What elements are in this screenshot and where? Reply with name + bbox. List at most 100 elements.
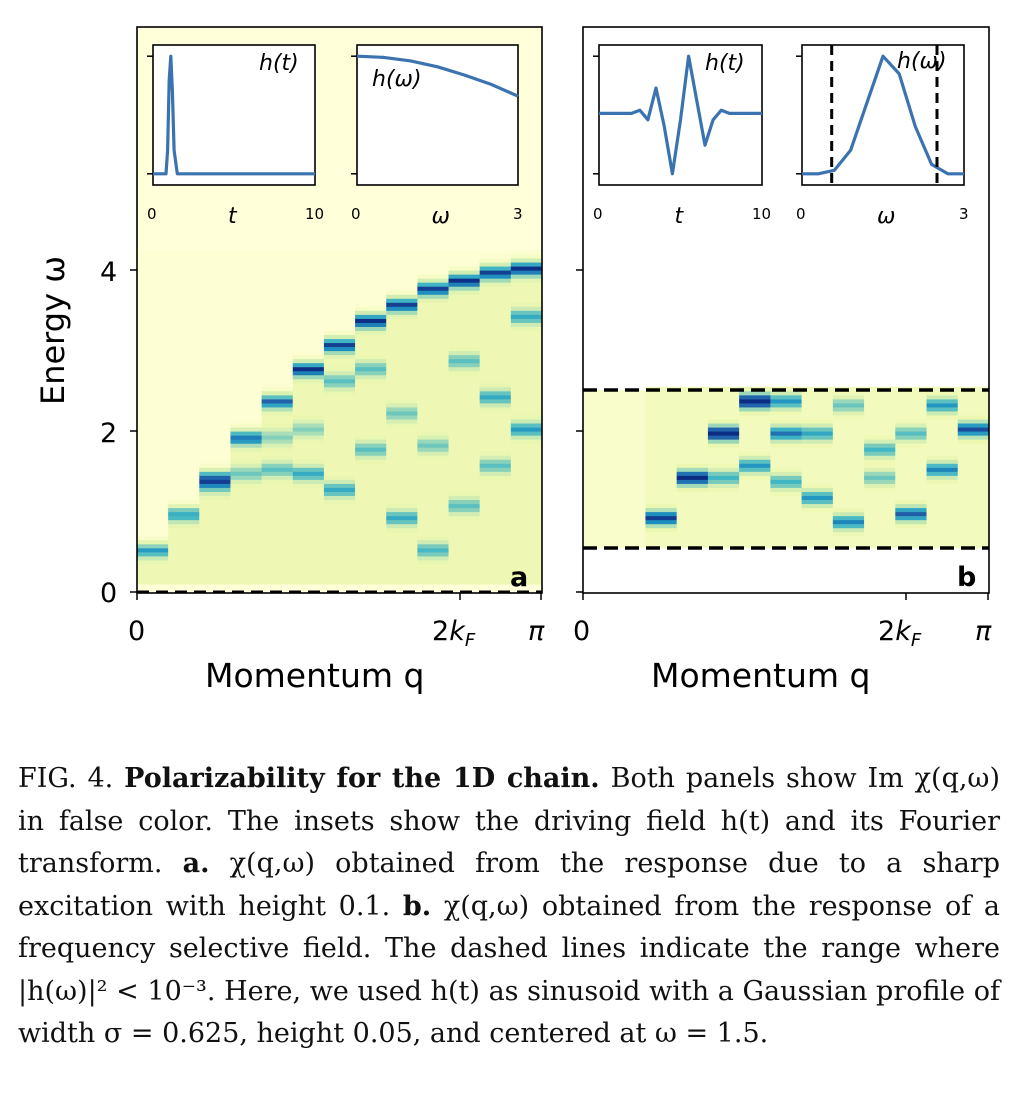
heatmap-cell [479, 398, 512, 404]
heatmap-cell [864, 414, 896, 420]
heatmap-cell [510, 286, 542, 291]
heatmap-cell [292, 567, 325, 573]
heatmap-cell [323, 499, 356, 505]
heatmap-cell [895, 439, 928, 444]
heatmap-cell [479, 414, 512, 420]
heatmap-cell [323, 322, 356, 327]
heatmap-cell [448, 366, 481, 372]
heatmap-cell [676, 511, 709, 517]
heatmap-cell [417, 426, 450, 432]
heatmap-cell [479, 575, 512, 581]
figure-4: a b 0 2 4 Energy ω 0 2kF π Momentum q 0 [34, 26, 992, 695]
heatmap-cell [448, 334, 481, 340]
heatmap-cell [832, 539, 865, 545]
heatmap-cell [168, 358, 200, 364]
heatmap-cell [261, 463, 294, 468]
heatmap-cell [261, 499, 294, 505]
heatmap-cell [864, 455, 896, 460]
heatmap-cell [676, 426, 709, 432]
heatmap-cell [448, 406, 481, 412]
heatmap-cell [957, 426, 989, 432]
heatmap-cell [386, 527, 418, 533]
heatmap-cell [448, 567, 481, 573]
heatmap-cell [832, 515, 865, 521]
heatmap-cell [261, 278, 294, 283]
heatmap-cell [292, 503, 325, 509]
inset-axis-label: ω [877, 204, 895, 229]
heatmap-cell [707, 390, 740, 396]
heatmap-cell [645, 479, 678, 484]
heatmap-cell [770, 414, 803, 420]
heatmap-cell [355, 278, 387, 283]
inset-axis-label: t [228, 204, 238, 229]
heatmap-cell [448, 571, 481, 577]
heatmap-cell [199, 270, 232, 275]
heatmap-cell [168, 310, 200, 315]
heatmap-cell [323, 567, 356, 573]
heatmap-cell [355, 286, 387, 291]
heatmap-cell [510, 463, 542, 468]
heatmap-cell [832, 543, 865, 549]
heatmap-cell [448, 418, 481, 424]
heatmap-cell [707, 402, 740, 408]
heatmap-cell [137, 523, 169, 529]
heatmap-cell [137, 358, 169, 364]
heatmap-cell [417, 451, 450, 456]
heatmap-cell [168, 567, 200, 573]
heatmap-cell [448, 370, 481, 376]
heatmap-cell [261, 555, 294, 561]
heatmap-cell [645, 499, 678, 505]
heatmap-cell [801, 418, 834, 424]
heatmap-cell [479, 459, 512, 464]
heatmap-cell [261, 519, 294, 525]
heatmap-cell [355, 531, 387, 537]
inset-axis-label: t [675, 204, 685, 229]
heatmap-cell [676, 507, 709, 513]
heatmap-cell [417, 314, 450, 319]
panel-a-letter: a [510, 562, 528, 593]
heatmap-cell [676, 471, 709, 476]
heatmap-cell [199, 378, 232, 384]
heatmap-cell [417, 519, 450, 525]
heatmap-cell [417, 374, 450, 380]
heatmap-cell [926, 479, 959, 484]
heatmap-cell [645, 406, 678, 412]
heatmap-cell [448, 535, 481, 541]
heatmap-cell [386, 322, 418, 327]
heatmap-cell [801, 459, 834, 464]
heatmap-cell [864, 422, 896, 428]
heatmap-cell [479, 358, 512, 364]
x-tick-a-0: 0 [128, 616, 145, 647]
heatmap-cell [168, 551, 200, 557]
inset-label: h(t) [259, 51, 299, 76]
heatmap-cell [199, 555, 232, 561]
heatmap-cell [168, 270, 200, 275]
heatmap-cell [386, 286, 418, 291]
heatmap-cell [832, 398, 865, 404]
heatmap-cell [168, 402, 200, 408]
heatmap-cell [386, 563, 418, 569]
heatmap-cell [417, 483, 450, 488]
heatmap-cell [323, 443, 356, 448]
heatmap-cell [323, 491, 356, 496]
heatmap-cell [510, 435, 542, 440]
heatmap-cell [479, 426, 512, 432]
heatmap-cell [510, 382, 542, 388]
heatmap-cell [895, 406, 928, 412]
heatmap-cell [386, 306, 418, 311]
heatmap-cell [168, 342, 200, 348]
heatmap-cell [355, 322, 387, 327]
heatmap-cell [510, 515, 542, 521]
heatmap-cell [448, 265, 481, 271]
heatmap-cell [739, 394, 771, 400]
heatmap-cell [261, 414, 294, 420]
heatmap-cell [292, 455, 325, 460]
heatmap-cell [355, 386, 387, 392]
heatmap-cell [355, 330, 387, 336]
heatmap-cell [739, 439, 771, 444]
heatmap-cell [199, 390, 232, 396]
heatmap-cell [510, 398, 542, 404]
heatmap-cell [355, 249, 387, 255]
heatmap-cell [292, 431, 325, 436]
heatmap-cell [510, 575, 542, 581]
